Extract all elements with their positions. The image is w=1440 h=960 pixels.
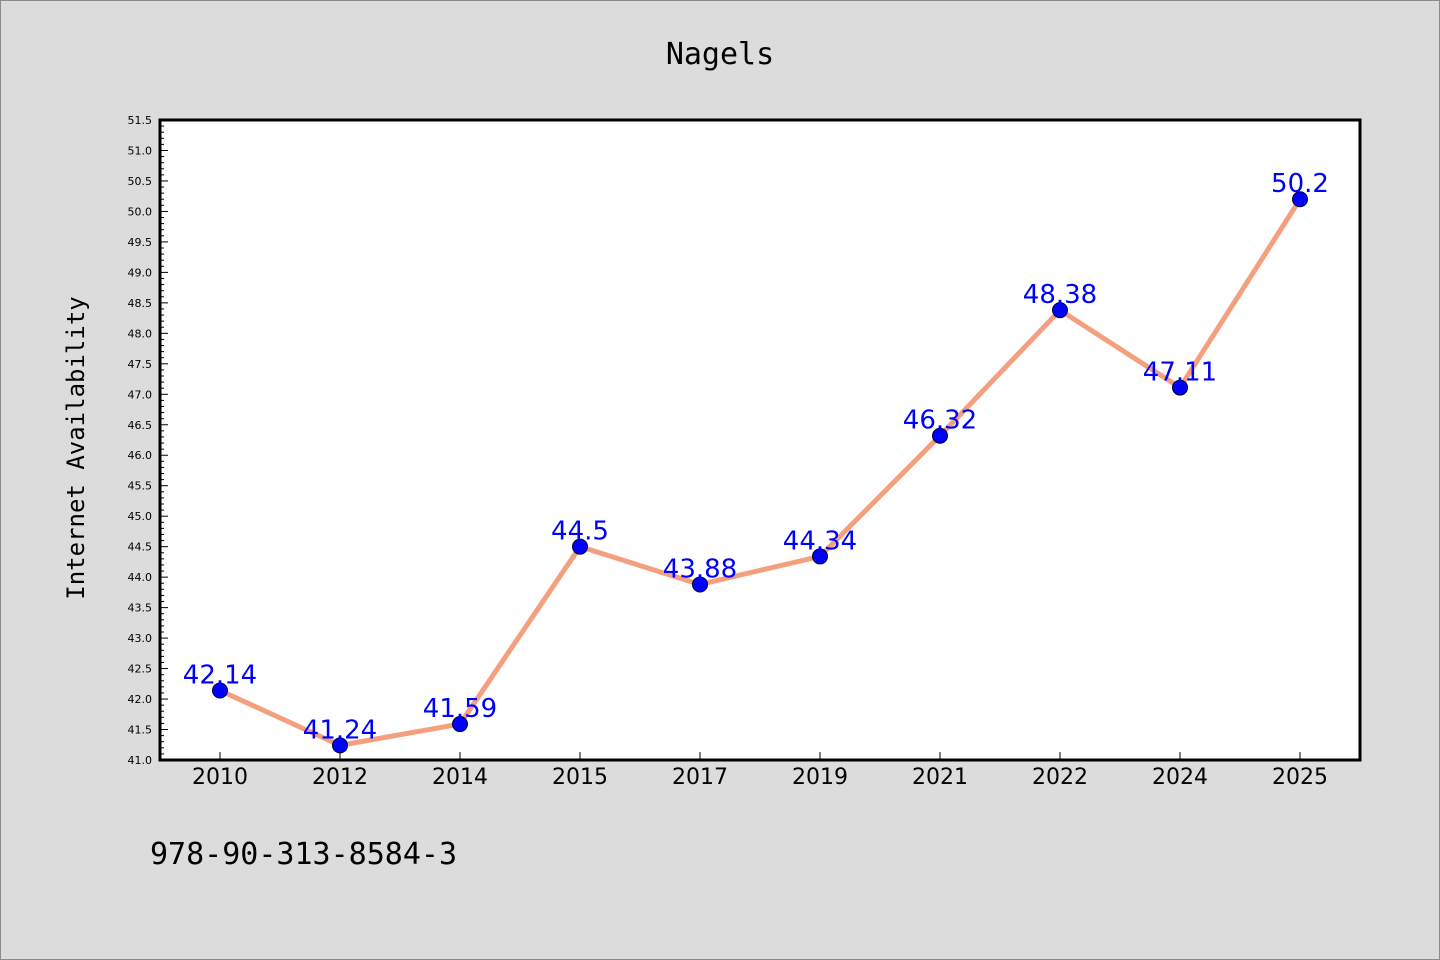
x-tick-label: 2025 bbox=[1272, 765, 1328, 790]
footer-code: 978-90-313-8584-3 bbox=[150, 837, 457, 872]
x-tick-label: 2017 bbox=[672, 765, 728, 790]
y-tick-label: 45.0 bbox=[128, 510, 153, 523]
series-line bbox=[217, 196, 1303, 748]
data-point bbox=[932, 427, 948, 444]
data-point bbox=[452, 716, 468, 733]
y-tick-label: 50.0 bbox=[128, 205, 153, 218]
y-tick-label: 41.0 bbox=[128, 754, 153, 767]
y-tick-label: 42.0 bbox=[128, 693, 153, 706]
x-tick-label: 2014 bbox=[432, 765, 488, 790]
y-tick-label: 43.0 bbox=[128, 632, 153, 645]
y-tick-label: 46.0 bbox=[128, 449, 153, 462]
y-tick-label: 41.5 bbox=[128, 724, 153, 737]
data-label: 50.2 bbox=[1271, 169, 1329, 199]
data-label: 43.88 bbox=[663, 554, 737, 584]
data-point bbox=[212, 682, 228, 699]
x-tick-label: 2022 bbox=[1032, 765, 1088, 790]
y-tick-label: 47.5 bbox=[128, 358, 153, 371]
y-tick-label: 49.5 bbox=[128, 236, 153, 249]
y-axis-label: Internet Availability bbox=[62, 296, 90, 599]
data-label: 42.14 bbox=[183, 661, 257, 691]
y-tick-label: 48.0 bbox=[128, 327, 153, 340]
data-label: 46.32 bbox=[903, 406, 977, 436]
data-label: 47.11 bbox=[1143, 358, 1217, 388]
y-tick-label: 44.5 bbox=[128, 541, 153, 554]
x-tick-label: 2012 bbox=[312, 765, 368, 790]
data-point bbox=[1292, 191, 1308, 208]
data-point bbox=[812, 548, 828, 565]
x-tick-label: 2015 bbox=[552, 765, 608, 790]
y-tick-label: 48.5 bbox=[128, 297, 153, 310]
data-label: 44.5 bbox=[551, 517, 609, 547]
data-point bbox=[572, 538, 588, 555]
plot-border bbox=[158, 118, 1362, 762]
data-label: 48.38 bbox=[1023, 280, 1097, 310]
y-tick-label: 50.5 bbox=[128, 175, 153, 188]
x-tick-label: 2024 bbox=[1152, 765, 1208, 790]
y-tick-label: 46.5 bbox=[128, 419, 153, 432]
data-point bbox=[692, 576, 708, 593]
x-tick-label: 2010 bbox=[192, 765, 248, 790]
data-label: 41.59 bbox=[423, 694, 497, 724]
x-axis-ticks: 2010 2012 2014 2015 2017 2019 2021 2022 2024 2025 bbox=[192, 752, 1328, 790]
data-point bbox=[1052, 302, 1068, 319]
series-layer: 42.14 41.24 41.59 44.5 43.88 44.34 46.32 48.38 4… bbox=[183, 169, 1329, 754]
data-point bbox=[332, 737, 348, 754]
y-tick-label: 44.0 bbox=[128, 571, 153, 584]
data-label: 41.24 bbox=[303, 715, 377, 745]
y-tick-label: 43.5 bbox=[128, 602, 153, 615]
data-label: 44.34 bbox=[783, 526, 857, 556]
x-tick-label: 2019 bbox=[792, 765, 848, 790]
y-tick-label: 42.5 bbox=[128, 663, 153, 676]
y-tick-label: 49.0 bbox=[128, 266, 153, 279]
y-tick-label: 51.5 bbox=[128, 114, 153, 127]
plot-area bbox=[160, 120, 1360, 760]
x-tick-label: 2021 bbox=[912, 765, 968, 790]
chart-title: Nagels bbox=[666, 37, 774, 72]
data-point bbox=[1172, 379, 1188, 396]
y-tick-label: 45.5 bbox=[128, 480, 153, 493]
y-tick-label: 51.0 bbox=[128, 144, 153, 157]
y-axis-ticks: 41.0 41.5 42.0 42.5 43.0 43.5 44.0 44.5 45.0 45.5… bbox=[128, 114, 168, 767]
y-tick-label: 47.0 bbox=[128, 388, 153, 401]
